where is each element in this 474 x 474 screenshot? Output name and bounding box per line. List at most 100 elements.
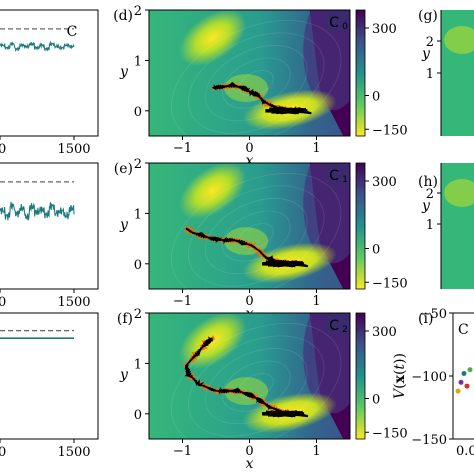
potential-map [149,163,350,289]
scatter-point [461,370,467,376]
x-tick-label: −1 [173,294,192,309]
x-tick-label: 0 [245,141,253,156]
trajectory-cluster [265,107,312,115]
panel-label: (i) [418,311,433,327]
colorbar-tick-label: −150 [372,123,408,138]
panel-label: (e) [114,161,133,177]
x-tick-label: 0.00 [456,444,474,459]
x-tick-label: −1 [173,444,192,459]
contour-line [170,172,342,289]
trajectory-cluster [261,410,309,418]
y-axis-label: y [119,367,129,383]
x-tick-label: 00 [0,142,6,157]
scatter-point [467,367,473,373]
corner-tag: C [329,318,339,334]
y-tick-label: 1 [426,218,434,233]
colorbar-tick-label: 0 [372,243,380,258]
x-axis-label: x [246,153,254,169]
colorbar-tick-label: −150 [372,276,408,291]
y-tick-label: 2 [426,35,434,50]
contour-line [187,185,325,287]
x-axis-label: x [246,456,254,472]
contour-line [170,19,342,136]
series-line [0,201,75,221]
basin-partial [444,179,474,207]
series-label: C [458,322,469,338]
high-potential-region [303,163,350,264]
colorbar-tick-label: 300 [372,22,397,37]
x-tick-label: 1500 [57,142,90,157]
series-label: C [67,24,78,40]
corner-tag-subscript: 1 [342,175,348,185]
y-tick-label: 0 [134,105,142,120]
corner-tag-subscript: 2 [342,325,348,335]
contour-line [204,45,308,122]
basin-partial [444,26,474,54]
x-tick-label: 00 [0,445,6,460]
basin-upper [179,10,247,67]
y-tick-label: 1 [134,357,142,372]
contour-line [170,322,342,439]
high-potential-region [303,10,350,111]
colorbar-tick-label: 0 [372,393,380,408]
scatter-point [455,388,461,394]
y-tick-label: 0 [134,408,142,423]
basin-upper [179,163,247,220]
series-line [0,40,75,53]
y-tick-label: 2 [134,157,142,172]
time-series-frame [0,312,99,440]
tag-background [326,11,349,31]
x-tick-label: 1 [312,294,320,309]
y-tick-label: 1 [134,207,142,222]
scatter-point [464,383,470,389]
colorbar [355,312,366,440]
panel-label: (g) [418,8,438,24]
y-axis-label: y [119,64,129,80]
y-tick-label: 2 [134,307,142,322]
trajectory-cluster [261,260,309,268]
y-tick-label: −100 [411,370,447,385]
colorbar-tick-label: 300 [372,325,397,340]
y-tick-label: 2 [426,187,434,202]
y-tick-label: −150 [411,433,447,448]
x-tick-label: −1 [173,141,192,156]
tag-background [326,314,349,334]
colorbar-tick-label: 300 [372,175,397,190]
colorbar [355,9,366,137]
y-tick-label: 2 [134,4,142,19]
y-tick-label: 0 [134,258,142,273]
potential-map [149,10,350,136]
x-tick-label: 0 [245,444,253,459]
contour-line [238,70,274,97]
panel-label: (h) [418,174,438,190]
trajectory-black [184,336,294,416]
y-axis-label: y [421,198,431,214]
contour-line [187,335,325,437]
contour-line [187,32,325,134]
panel-label: (f) [117,311,133,327]
corner-tag: C [329,15,339,31]
x-tick-label: 0 [245,294,253,309]
colorbar-tick-label: −150 [372,426,408,441]
x-tick-label: 1 [312,141,320,156]
y-axis-label: V(x(t)) [392,353,408,399]
corner-tag: C [329,168,339,184]
tag-background [326,164,349,184]
colorbar [355,162,366,290]
x-tick-label: 1500 [57,295,90,310]
time-series-frame [0,9,99,137]
colorbar-tick-label: 0 [372,90,380,105]
panel-label: (d) [113,8,133,24]
time-series-frame [0,162,99,290]
x-tick-label: 00 [0,295,6,310]
y-tick-label: 1 [426,67,434,82]
y-tick-label: 1 [134,54,142,69]
potential-map [149,313,350,439]
x-tick-label: 1 [312,444,320,459]
high-potential-region [303,313,350,414]
y-axis-label: y [421,46,431,62]
scatter-point [458,379,464,385]
corner-tag-subscript: 0 [342,22,348,32]
x-tick-label: 1500 [57,445,90,460]
